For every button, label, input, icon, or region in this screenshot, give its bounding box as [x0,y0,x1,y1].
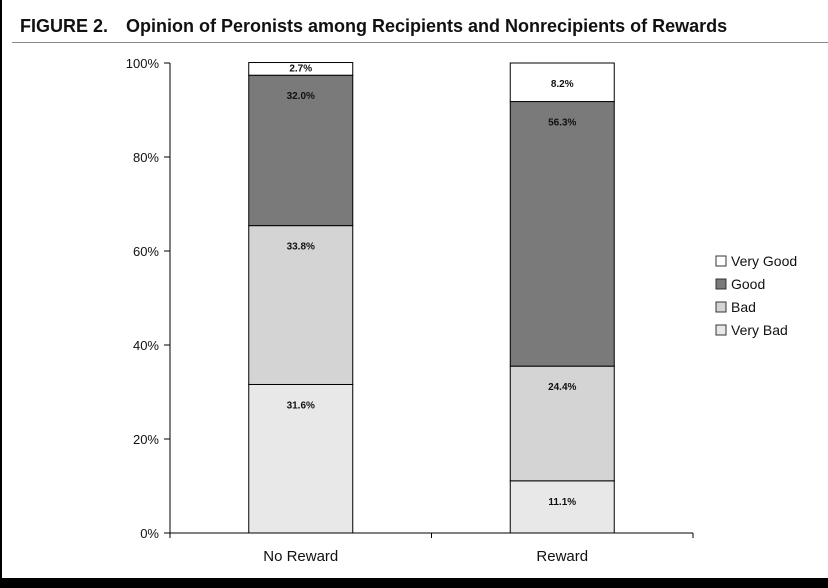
bar-segment-very-good [248,62,354,76]
legend-label: Good [731,276,765,292]
data-label: 31.6% [287,400,315,411]
legend-swatch [715,301,727,313]
figure-title-bar: FIGURE 2. Opinion of Peronists among Reci… [12,10,828,43]
legend-label: Very Good [731,253,797,269]
figure-title-text: Opinion of Peronists among Recipients an… [126,16,728,36]
legend-swatch [715,324,727,336]
bar-segment-very-bad [509,480,615,534]
data-label: 24.4% [548,382,576,393]
figure-label: FIGURE 2. [20,16,109,36]
bar-segment-very-bad [248,383,354,534]
bar-segment-bad [248,225,354,385]
data-label: 33.8% [287,242,315,253]
y-tick-label: 40% [133,338,159,353]
figure-title: FIGURE 2. Opinion of Peronists among Reci… [20,16,727,37]
x-category-label: Reward [536,548,588,565]
y-tick-label: 0% [140,526,159,541]
y-tick-label: 60% [133,244,159,259]
data-label: 11.1% [548,497,576,508]
x-category-label: No Reward [263,548,338,565]
data-label: 8.2% [551,79,574,90]
bar-segment-good [248,74,354,227]
bar-segment-bad [509,365,615,482]
legend-label: Very Bad [731,322,788,338]
data-label: 32.0% [287,91,315,102]
y-tick-label: 100% [126,56,160,71]
y-tick-label: 80% [133,150,159,165]
bar-segment-very-good [509,62,615,103]
bottom-border-bar [0,578,828,588]
y-tick-label: 20% [133,432,159,447]
bar-segment-good [509,101,615,367]
data-label: 56.3% [548,118,576,129]
legend-label: Bad [731,299,756,315]
legend-swatch [715,278,727,290]
data-label: 2.7% [289,64,312,75]
legend-swatch [715,255,727,267]
